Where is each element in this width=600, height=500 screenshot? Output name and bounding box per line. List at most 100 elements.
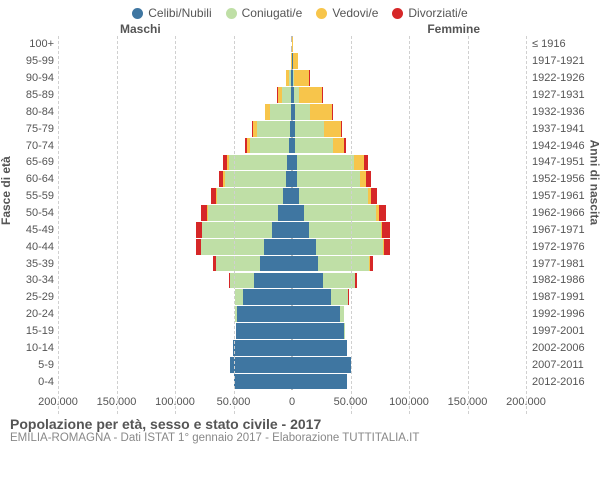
bar-segment [272, 222, 292, 238]
grid-line [234, 36, 235, 414]
header-male: Maschi [0, 22, 300, 36]
bar-segment [294, 70, 309, 86]
y-axis-title-right: Anni di nascita [587, 140, 600, 225]
birth-year-label: 1987-1991 [532, 292, 585, 303]
x-tick-label: 50.000 [334, 396, 368, 408]
birth-year-label: 2007-2011 [532, 360, 584, 371]
bar-segment [264, 239, 292, 255]
x-tick-label: 150.000 [97, 396, 137, 408]
pyramid-row [58, 289, 526, 305]
age-label: 10-14 [26, 343, 54, 354]
pyramid-row [58, 70, 526, 86]
age-label: 5-9 [38, 360, 54, 371]
age-label: 30-34 [26, 275, 54, 286]
chart-area: Fasce di età Anni di nascita 200.000150.… [8, 36, 592, 414]
bar-segment [292, 273, 323, 289]
bar-segment [297, 155, 354, 171]
birth-year-label: 1977-1981 [532, 259, 585, 270]
bar-segment [292, 222, 309, 238]
legend-swatch [392, 8, 403, 19]
bar-segment [299, 87, 321, 103]
age-label: 25-29 [26, 292, 54, 303]
legend: Celibi/NubiliConiugati/eVedovi/eDivorzia… [0, 0, 600, 22]
age-label: 50-54 [26, 208, 54, 219]
bar-segment [292, 357, 351, 373]
pyramid-row [58, 357, 526, 373]
chart-subtitle: EMILIA-ROMAGNA - Dati ISTAT 1° gennaio 2… [10, 432, 590, 444]
age-label: 65-69 [26, 157, 54, 168]
bar-segment [243, 289, 292, 305]
bar-segment [379, 205, 386, 221]
bar-segment [295, 104, 311, 120]
bar-segment [371, 188, 377, 204]
birth-year-label: 1947-1951 [532, 157, 585, 168]
x-tick-label: 0 [289, 396, 295, 408]
legend-item: Vedovi/e [316, 6, 378, 20]
pyramid-row [58, 104, 526, 120]
grid-line [351, 36, 352, 414]
bar-segment [292, 374, 347, 390]
pyramid-row [58, 121, 526, 137]
pyramid-row [58, 205, 526, 221]
bar-segment [292, 306, 340, 322]
bar-segment [331, 289, 347, 305]
birth-year-label: 1997-2001 [532, 326, 585, 337]
grid-line [58, 36, 59, 414]
bar-segment [292, 239, 316, 255]
bar-segment [344, 138, 346, 154]
birth-year-label: 1917-1921 [532, 56, 585, 67]
bar-segment [208, 205, 278, 221]
pyramid-row [58, 306, 526, 322]
age-label: 80-84 [26, 107, 54, 118]
age-label: 40-44 [26, 242, 54, 253]
grid-line [175, 36, 176, 414]
y-axis-title-left: Fasce di età [0, 156, 13, 225]
footer: Popolazione per età, sesso e stato civil… [0, 414, 600, 444]
x-tick-label: 200.000 [38, 396, 78, 408]
age-label: 100+ [29, 39, 54, 50]
pyramid-row [58, 155, 526, 171]
birth-year-label: 1932-1936 [532, 107, 585, 118]
pyramid-row [58, 37, 526, 53]
pyramid-row [58, 256, 526, 272]
bar-segment [233, 340, 292, 356]
pyramid-row [58, 374, 526, 390]
header-female: Femmine [300, 22, 600, 36]
pyramid-row [58, 188, 526, 204]
column-headers: Maschi Femmine [0, 22, 600, 36]
bar-segment [202, 222, 272, 238]
bar-segment [229, 155, 287, 171]
birth-year-label: 2012-2016 [532, 377, 585, 388]
bar-segment [318, 256, 369, 272]
bar-segment [310, 104, 332, 120]
pyramid-row [58, 239, 526, 255]
bar-segment [278, 205, 292, 221]
x-tick-label: 150.000 [448, 396, 488, 408]
bar-segment [234, 374, 292, 390]
plot [58, 36, 526, 390]
age-label: 20-24 [26, 309, 54, 320]
birth-year-label: 1992-1996 [532, 309, 585, 320]
bar-segment [235, 289, 243, 305]
bar-segment [270, 104, 291, 120]
bar-segment [292, 188, 299, 204]
bar-segment [216, 256, 260, 272]
age-label: 90-94 [26, 73, 54, 84]
grid-line [526, 36, 527, 414]
bar-segment [283, 188, 292, 204]
age-label: 85-89 [26, 90, 54, 101]
pyramid-row [58, 171, 526, 187]
bar-segment [282, 87, 291, 103]
bar-segment [366, 171, 371, 187]
bar-segment [236, 323, 292, 339]
bar-segment [292, 289, 331, 305]
grid-line [409, 36, 410, 414]
bar-segment [250, 138, 289, 154]
bar-segment [355, 273, 356, 289]
bar-segment [217, 188, 283, 204]
x-tick-label: 100.000 [389, 396, 429, 408]
pyramid-row [58, 138, 526, 154]
legend-item: Divorziati/e [392, 6, 467, 20]
bar-segment [384, 239, 390, 255]
bar-segment [304, 205, 377, 221]
